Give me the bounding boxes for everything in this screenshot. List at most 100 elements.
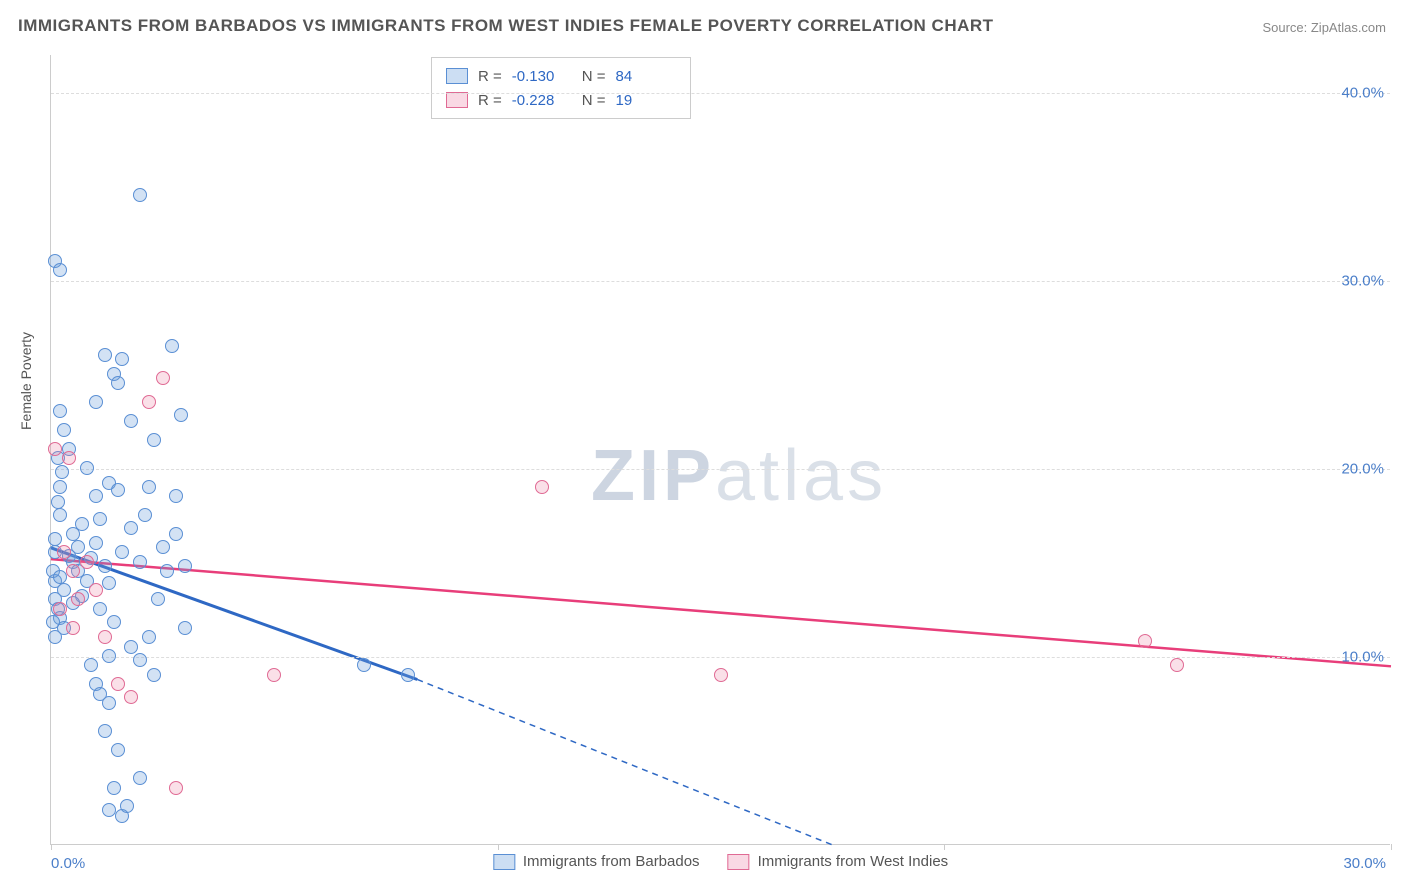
data-point-a — [133, 555, 147, 569]
data-point-a — [107, 781, 121, 795]
data-point-a — [55, 465, 69, 479]
data-point-a — [98, 559, 112, 573]
data-point-a — [98, 724, 112, 738]
data-point-b — [156, 371, 170, 385]
data-point-a — [160, 564, 174, 578]
y-tick-label: 40.0% — [1341, 84, 1392, 101]
watermark-bold: ZIP — [591, 436, 715, 516]
n-label: N = — [582, 92, 606, 109]
data-point-b — [80, 555, 94, 569]
data-point-b — [89, 583, 103, 597]
legend-row-b: R = -0.228 N = 19 — [446, 88, 676, 112]
correlation-legend: R = -0.130 N = 84 R = -0.228 N = 19 — [431, 57, 691, 119]
data-point-a — [133, 771, 147, 785]
data-point-a — [53, 404, 67, 418]
data-point-a — [48, 532, 62, 546]
data-point-b — [267, 668, 281, 682]
n-value-b: 19 — [616, 92, 676, 109]
source-attribution: Source: ZipAtlas.com — [1262, 20, 1386, 35]
data-point-a — [53, 570, 67, 584]
data-point-a — [124, 521, 138, 535]
data-point-b — [142, 395, 156, 409]
data-point-a — [133, 653, 147, 667]
trend-lines-layer — [51, 55, 1390, 844]
data-point-a — [53, 263, 67, 277]
data-point-b — [62, 451, 76, 465]
series-a-name: Immigrants from Barbados — [523, 853, 700, 870]
data-point-a — [357, 658, 371, 672]
data-point-b — [535, 480, 549, 494]
data-point-a — [93, 602, 107, 616]
swatch-icon — [493, 854, 515, 870]
data-point-a — [133, 188, 147, 202]
trend-line-a-extrapolated — [417, 679, 832, 845]
data-point-a — [151, 592, 165, 606]
data-point-a — [51, 495, 65, 509]
n-label: N = — [582, 68, 606, 85]
data-point-a — [48, 630, 62, 644]
data-point-a — [138, 508, 152, 522]
data-point-a — [124, 640, 138, 654]
data-point-b — [48, 442, 62, 456]
x-tick-label-max: 30.0% — [1343, 855, 1386, 872]
data-point-a — [89, 536, 103, 550]
swatch-icon — [728, 854, 750, 870]
data-point-a — [93, 512, 107, 526]
data-point-a — [147, 433, 161, 447]
x-tick — [498, 844, 499, 850]
data-point-b — [1170, 658, 1184, 672]
legend-item-a: Immigrants from Barbados — [493, 853, 700, 870]
series-legend: Immigrants from Barbados Immigrants from… — [493, 853, 948, 870]
data-point-a — [89, 395, 103, 409]
r-label: R = — [478, 92, 502, 109]
gridline-h — [51, 469, 1390, 470]
data-point-a — [93, 687, 107, 701]
data-point-a — [115, 352, 129, 366]
data-point-b — [111, 677, 125, 691]
x-tick — [944, 844, 945, 850]
data-point-a — [142, 480, 156, 494]
data-point-a — [84, 658, 98, 672]
data-point-b — [66, 564, 80, 578]
data-point-a — [98, 348, 112, 362]
x-tick — [51, 844, 52, 850]
gridline-h — [51, 93, 1390, 94]
data-point-a — [120, 799, 134, 813]
data-point-b — [124, 690, 138, 704]
r-label: R = — [478, 68, 502, 85]
data-point-b — [53, 602, 67, 616]
data-point-a — [102, 649, 116, 663]
data-point-a — [142, 630, 156, 644]
data-point-a — [401, 668, 415, 682]
source-prefix: Source: — [1262, 20, 1310, 35]
watermark-light: atlas — [715, 436, 887, 516]
data-point-a — [178, 621, 192, 635]
x-tick-label-min: 0.0% — [51, 855, 85, 872]
gridline-h — [51, 281, 1390, 282]
data-point-a — [102, 803, 116, 817]
data-point-a — [169, 527, 183, 541]
data-point-b — [71, 592, 85, 606]
data-point-a — [124, 414, 138, 428]
data-point-a — [174, 408, 188, 422]
data-point-b — [714, 668, 728, 682]
series-b-name: Immigrants from West Indies — [758, 853, 949, 870]
data-point-a — [107, 615, 121, 629]
data-point-a — [111, 483, 125, 497]
data-point-a — [147, 668, 161, 682]
source-name: ZipAtlas.com — [1311, 20, 1386, 35]
data-point-a — [75, 517, 89, 531]
data-point-a — [71, 540, 85, 554]
data-point-a — [80, 461, 94, 475]
y-tick-label: 20.0% — [1341, 460, 1392, 477]
watermark: ZIPatlas — [591, 435, 887, 517]
y-axis-label: Female Poverty — [18, 332, 34, 430]
data-point-b — [1138, 634, 1152, 648]
r-value-a: -0.130 — [512, 68, 572, 85]
trend-line-b — [51, 559, 1391, 666]
data-point-a — [57, 423, 71, 437]
y-tick-label: 10.0% — [1341, 648, 1392, 665]
data-point-a — [53, 480, 67, 494]
r-value-b: -0.228 — [512, 92, 572, 109]
swatch-series-a — [446, 68, 468, 84]
